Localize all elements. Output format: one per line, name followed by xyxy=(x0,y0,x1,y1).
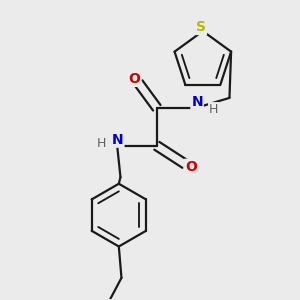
Text: N: N xyxy=(112,133,124,147)
Text: S: S xyxy=(196,20,206,34)
Text: H: H xyxy=(97,136,106,150)
Text: N: N xyxy=(191,95,203,109)
Text: H: H xyxy=(209,103,218,116)
Text: O: O xyxy=(185,160,197,174)
Text: O: O xyxy=(129,72,141,86)
